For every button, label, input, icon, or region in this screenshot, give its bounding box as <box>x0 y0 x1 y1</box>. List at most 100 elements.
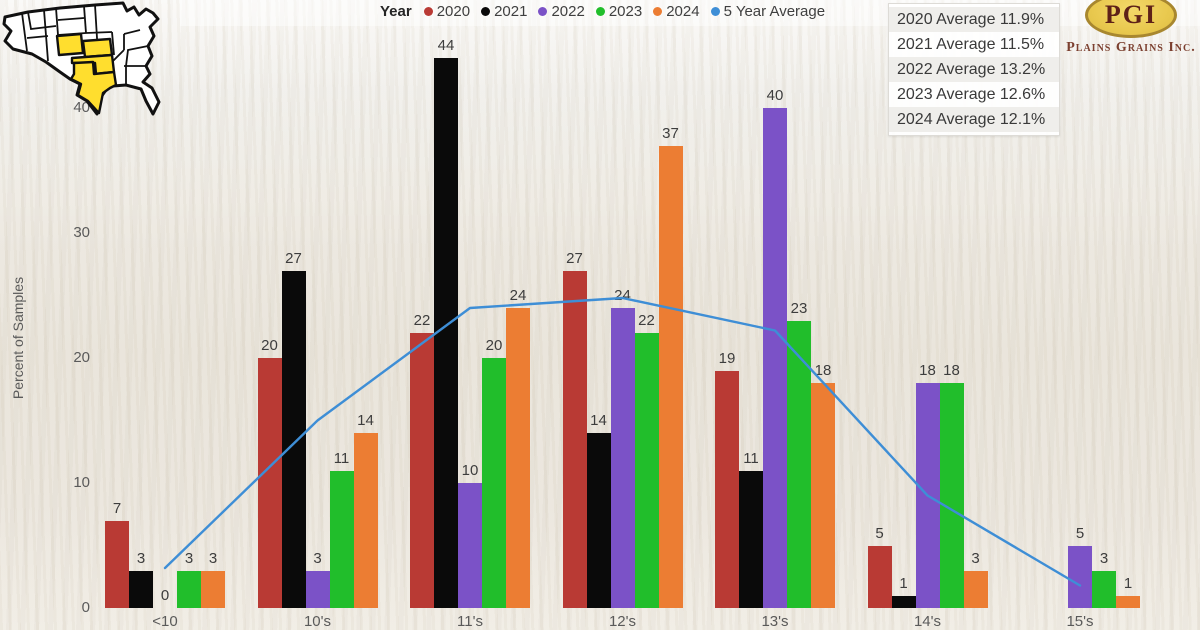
bar-2022-12's[interactable] <box>610 308 635 608</box>
state-texas <box>69 60 118 115</box>
average-row-3: 2023 Average 12.6% <box>897 86 1046 103</box>
y-tick-0: 0 <box>81 599 90 616</box>
pgi-logo-acronym: PGI <box>1104 0 1158 29</box>
bar-2024-13's[interactable] <box>811 383 835 608</box>
bar-2020-10's[interactable] <box>257 358 282 608</box>
legend-dot-icon <box>653 7 663 16</box>
bar-2020-<10[interactable] <box>105 520 129 608</box>
bar-2022-15's[interactable] <box>1068 545 1092 608</box>
bar-2021-10's[interactable] <box>281 270 306 608</box>
bar-2020-12's[interactable] <box>562 270 587 608</box>
legend-item-2024[interactable]: 2024 <box>653 3 700 20</box>
x-tick-<10: <10 <box>152 613 178 630</box>
bar-2023-<10[interactable] <box>177 570 201 608</box>
bar-2024-12's[interactable] <box>658 145 683 608</box>
bar-2020-11's[interactable] <box>410 333 434 608</box>
average-row-2: 2022 Average 13.2% <box>889 57 1059 82</box>
x-tick-10's: 10's <box>303 613 332 630</box>
bar-2022-13's[interactable] <box>763 108 787 608</box>
bar-label-2021-13's: 11 <box>743 449 759 467</box>
average-row-0: 2020 Average 11.9% <box>889 7 1059 32</box>
bar-label-2024-11's: 24 <box>509 287 527 304</box>
average-row-1: 2021 Average 11.5% <box>897 36 1045 53</box>
bar-label-2020-12's: 27 <box>566 249 583 267</box>
bar-2023-13's[interactable] <box>787 320 811 608</box>
bar-2024-10's[interactable] <box>353 433 378 608</box>
bar-label-2020-10's: 20 <box>261 337 278 354</box>
legend-dot-icon <box>538 7 548 16</box>
bar-2024-15's[interactable] <box>1116 595 1140 608</box>
x-tick-12's: 12's <box>608 613 637 630</box>
bar-2024-<10[interactable] <box>201 570 225 608</box>
legend-item-label: 2024 <box>666 3 700 20</box>
legend-dot-icon <box>423 7 433 16</box>
legend-item-label: 5 Year Average <box>723 3 826 20</box>
bar-2021-<10[interactable] <box>129 570 153 608</box>
highlighted-states <box>55 32 118 115</box>
legend-item-2020[interactable]: 2020 <box>423 3 471 20</box>
five-year-average-line[interactable] <box>163 296 1082 587</box>
bar-2023-10's[interactable] <box>329 470 354 608</box>
bar-label-2024-14's: 3 <box>971 549 980 567</box>
legend-item-5-year-average[interactable]: 5 Year Average <box>710 3 826 20</box>
bar-2022-11's[interactable] <box>458 483 482 608</box>
legend-dot-icon <box>710 7 720 16</box>
bar-label-2022-11's: 10 <box>461 462 479 479</box>
bar-label-2022-13's: 40 <box>766 87 784 104</box>
bar-2022-10's[interactable] <box>305 570 330 608</box>
bar-label-2023-14's: 18 <box>943 362 960 379</box>
bar-label-2020-14's: 5 <box>875 524 884 542</box>
average-row-4: 2024 Average 12.1% <box>889 107 1059 132</box>
bar-label-2023-10's: 11 <box>333 449 350 467</box>
bar-label-2023-<10: 3 <box>184 549 194 567</box>
bar-label-2024-15's: 1 <box>1123 574 1133 592</box>
legend-item-label: 2020 <box>436 3 471 20</box>
legend-item-2022[interactable]: 2022 <box>538 3 585 20</box>
bar-2021-13's[interactable] <box>739 470 763 608</box>
y-tick-20: 20 <box>73 349 90 366</box>
bar-label-2023-12's: 22 <box>638 312 655 329</box>
bar-2023-12's[interactable] <box>634 333 659 608</box>
legend-item-label: 2021 <box>494 3 528 20</box>
x-tick-15's: 15's <box>1066 613 1094 630</box>
x-tick-11's: 11's <box>457 613 483 630</box>
bar-2021-14's[interactable] <box>891 595 916 608</box>
bar-2023-14's[interactable] <box>939 383 964 608</box>
bar-2023-15's[interactable] <box>1092 570 1116 608</box>
bar-label-2024-<10: 3 <box>208 549 218 567</box>
pgi-logo: PGI Plains Grains Inc. <box>1062 0 1200 56</box>
legend-item-label: 2022 <box>551 3 585 20</box>
pgi-company-name: Plains Grains Inc. <box>1066 40 1196 55</box>
bar-label-2021-12's: 14 <box>590 412 607 429</box>
y-tick-10: 10 <box>73 474 90 491</box>
bar-label-2023-15's: 3 <box>1099 549 1109 567</box>
bar-label-2021-11's: 44 <box>437 37 455 54</box>
bar-label-2021-<10: 3 <box>136 549 146 567</box>
bar-label-2021-10's: 27 <box>285 249 302 267</box>
bar-2020-13's[interactable] <box>715 370 739 608</box>
y-tick-30: 30 <box>73 224 90 241</box>
legend-item-label: 2023 <box>608 3 643 20</box>
bar-2020-14's[interactable] <box>867 545 892 608</box>
bar-label-2020-13's: 19 <box>718 349 736 367</box>
bar-label-2020-<10: 7 <box>112 499 122 517</box>
y-tick-40: 40 <box>73 99 90 116</box>
bar-label-2022-15's: 5 <box>1075 524 1085 542</box>
x-tick-13's: 13's <box>761 613 789 630</box>
legend-dot-icon <box>481 7 491 16</box>
bar-label-2022-<10: 0 <box>160 587 170 604</box>
bar-2023-11's[interactable] <box>482 358 506 608</box>
legend-title: Year <box>380 3 412 20</box>
bar-label-2022-10's: 3 <box>313 549 322 567</box>
bar-label-2023-11's: 20 <box>485 337 503 354</box>
us-map-icon <box>2 1 161 116</box>
bar-2024-14's[interactable] <box>963 570 988 608</box>
legend-item-2021[interactable]: 2021 <box>481 3 527 20</box>
legend-dot-icon <box>595 7 605 16</box>
bar-2021-12's[interactable] <box>586 433 611 608</box>
pgi-logo-ellipse-icon: PGI <box>1085 0 1177 38</box>
legend-item-2023[interactable]: 2023 <box>595 3 643 20</box>
bar-2024-11's[interactable] <box>506 308 530 608</box>
bar-label-2024-13's: 18 <box>814 362 832 379</box>
